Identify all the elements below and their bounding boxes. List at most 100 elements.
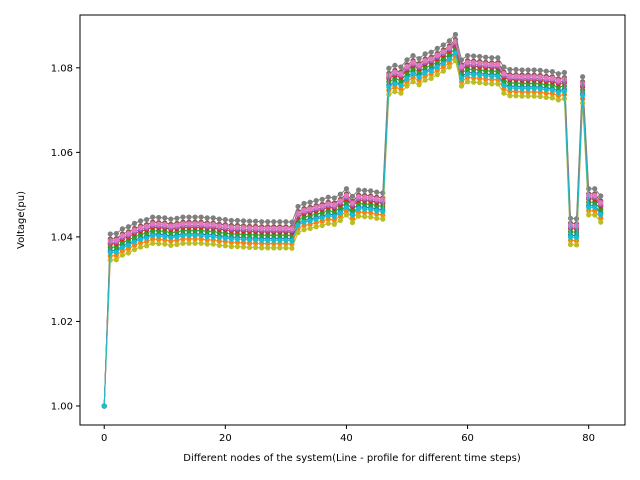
data-point	[489, 73, 495, 79]
data-point	[234, 244, 241, 250]
x-tick-label: 20	[219, 433, 232, 444]
data-point	[537, 67, 543, 73]
data-point	[513, 66, 519, 73]
data-point	[549, 75, 555, 81]
data-point	[131, 227, 138, 233]
data-point	[598, 211, 604, 218]
data-point	[513, 73, 519, 79]
data-point	[174, 215, 180, 221]
data-point	[446, 38, 452, 44]
data-point	[301, 200, 307, 207]
data-point	[246, 218, 253, 224]
data-point	[580, 74, 586, 80]
y-tick-label: 1.04	[51, 232, 73, 243]
data-point	[216, 242, 222, 248]
data-point	[240, 218, 247, 224]
data-point	[410, 79, 416, 85]
data-point	[168, 235, 174, 241]
data-point	[489, 55, 495, 61]
x-tick-label: 40	[340, 433, 353, 444]
y-tick-label: 1.06	[51, 148, 73, 159]
data-point	[489, 81, 495, 87]
data-point	[307, 199, 313, 205]
data-point	[464, 71, 471, 77]
data-point	[555, 89, 561, 95]
data-point	[501, 71, 507, 77]
data-point	[519, 67, 525, 73]
data-point	[277, 245, 283, 251]
data-point	[464, 59, 471, 65]
data-point	[295, 222, 301, 228]
data-point	[289, 238, 295, 244]
data-point	[156, 214, 162, 221]
plot-area-frame	[79, 14, 626, 426]
data-point	[531, 67, 537, 73]
data-point	[253, 218, 259, 224]
data-point	[434, 52, 440, 58]
data-point	[428, 68, 434, 74]
data-point	[253, 244, 259, 251]
data-point	[586, 204, 592, 210]
data-point	[549, 95, 555, 101]
data-point	[355, 194, 362, 200]
data-point	[107, 231, 113, 237]
data-point	[355, 205, 362, 212]
data-point	[434, 45, 440, 51]
data-point	[137, 218, 144, 224]
data-point	[228, 244, 234, 250]
data-point	[259, 237, 265, 243]
data-point	[483, 73, 489, 79]
data-point	[119, 244, 125, 251]
data-point	[428, 56, 434, 62]
data-point	[259, 245, 265, 251]
data-point	[368, 195, 374, 201]
data-point	[228, 217, 234, 224]
data-point	[192, 233, 198, 239]
data-point	[434, 72, 440, 78]
data-point	[283, 245, 289, 251]
data-point	[513, 85, 519, 91]
data-point	[156, 233, 162, 239]
data-point	[198, 221, 204, 227]
data-point	[307, 218, 313, 224]
data-point	[531, 85, 537, 92]
data-point	[362, 206, 368, 212]
data-point	[386, 65, 392, 71]
data-point	[398, 82, 404, 89]
data-point	[555, 71, 561, 77]
data-point	[337, 191, 343, 197]
series-2	[101, 45, 604, 409]
data-point	[119, 252, 125, 258]
data-point	[180, 240, 186, 246]
data-point	[362, 214, 368, 220]
data-point	[168, 242, 174, 248]
x-axis-label: Different nodes of the system(Line - pro…	[183, 453, 521, 464]
data-point	[319, 222, 325, 229]
data-point	[537, 93, 543, 100]
series-8	[101, 58, 604, 409]
data-point	[483, 80, 489, 87]
data-point	[422, 77, 428, 83]
data-point	[355, 213, 362, 219]
data-point	[349, 200, 356, 206]
data-point	[337, 217, 343, 224]
data-point	[186, 240, 192, 246]
data-point	[204, 215, 210, 221]
data-point	[101, 403, 107, 409]
data-point	[313, 204, 319, 210]
data-point	[319, 215, 325, 221]
data-point	[204, 233, 210, 240]
data-point	[265, 245, 271, 251]
data-point	[555, 77, 561, 84]
data-point	[210, 222, 216, 228]
data-point	[343, 192, 350, 199]
data-point	[295, 230, 301, 236]
series-layer	[101, 31, 604, 409]
data-point	[380, 216, 386, 222]
data-point	[180, 233, 186, 239]
data-point	[507, 85, 513, 91]
data-point	[131, 246, 138, 253]
data-point	[452, 31, 459, 38]
data-point	[325, 213, 331, 219]
data-point	[301, 219, 307, 225]
